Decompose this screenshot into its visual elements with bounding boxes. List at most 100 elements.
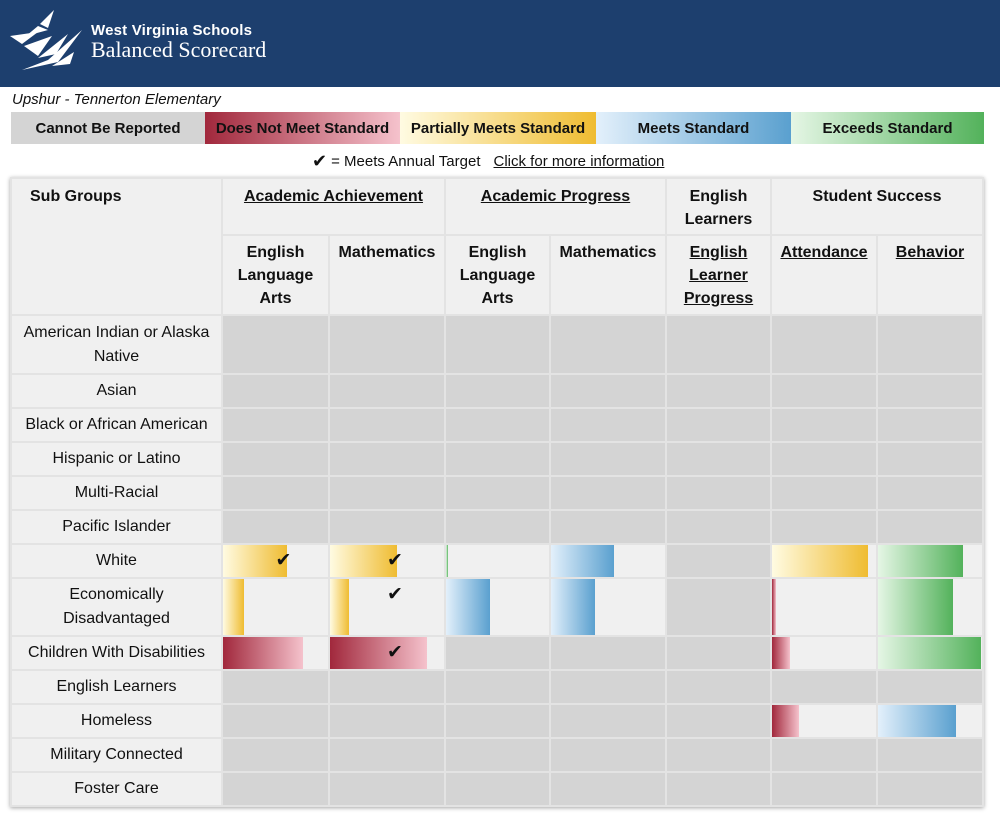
score-bar-pm: [223, 579, 244, 635]
cell-not-reported: [223, 671, 328, 703]
column-header-label[interactable]: Attendance: [780, 244, 868, 261]
column-header-label: Mathematics: [559, 244, 657, 261]
column-header-label[interactable]: Behavior: [895, 244, 965, 261]
score-bar-pm: [330, 545, 397, 577]
cell-not-reported: [446, 409, 549, 441]
subgroup-label: Homeless: [12, 705, 221, 737]
score-cell[interactable]: ✔: [223, 545, 328, 577]
column-header-label[interactable]: English Learner Progress: [683, 244, 754, 307]
cell-not-reported: [446, 773, 549, 805]
subgroup-label: White: [12, 545, 221, 577]
cell-not-reported: [667, 477, 770, 509]
score-cell[interactable]: [878, 705, 982, 737]
target-legend-label: = Meets Annual Target: [331, 153, 481, 170]
brand-line-1: West Virginia Schools: [91, 22, 253, 39]
subgroup-label: English Learners: [12, 671, 221, 703]
subgroup-label-text: Black or African American: [25, 416, 208, 433]
cell-not-reported: [223, 443, 328, 475]
cell-not-reported: [878, 739, 982, 771]
legend-cannot-be-reported: Cannot Be Reported: [11, 112, 205, 144]
subgroup-label-text: White: [96, 552, 137, 569]
brand-line-2: Balanced Scorecard: [91, 37, 267, 62]
score-cell[interactable]: ✔: [330, 637, 444, 669]
score-cell[interactable]: [772, 705, 876, 737]
cell-not-reported: [330, 409, 444, 441]
annual-target-check-icon: ✔: [275, 550, 292, 571]
score-cell[interactable]: ✔: [330, 579, 444, 635]
subgroup-label-text: Pacific Islander: [62, 518, 171, 535]
score-cell[interactable]: [551, 579, 665, 635]
cell-not-reported: [330, 375, 444, 407]
cell-not-reported: [772, 671, 876, 703]
subgroup-label: Children With Disabilities: [12, 637, 221, 669]
cell-not-reported: [667, 705, 770, 737]
subgroup-label: Hispanic or Latino: [12, 443, 221, 475]
column-header-4[interactable]: English Learner Progress: [667, 236, 770, 314]
score-cell[interactable]: [772, 637, 876, 669]
score-cell[interactable]: [223, 637, 328, 669]
subgroups-header-label: Sub Groups: [30, 188, 122, 205]
more-info-link[interactable]: Click for more information: [493, 153, 665, 170]
score-bar-pm: [330, 579, 349, 635]
cell-not-reported: [878, 477, 982, 509]
cell-not-reported: [446, 739, 549, 771]
score-cell[interactable]: [878, 545, 982, 577]
subgroup-label-text: Homeless: [80, 712, 153, 729]
cell-not-reported: [330, 316, 444, 373]
cell-not-reported: [551, 477, 665, 509]
cell-not-reported: [878, 316, 982, 373]
subgroup-label-text: Economically Disadvantaged: [63, 586, 170, 627]
score-cell[interactable]: [772, 545, 876, 577]
subgroup-label-text: American Indian or Alaska Native: [23, 323, 210, 365]
cell-not-reported: [330, 739, 444, 771]
subgroup-label: Pacific Islander: [12, 511, 221, 543]
cell-not-reported: [551, 739, 665, 771]
score-cell[interactable]: [446, 545, 549, 577]
subgroup-label-text: Multi-Racial: [74, 484, 159, 501]
score-cell[interactable]: [878, 579, 982, 635]
group-header-0[interactable]: Academic Achievement: [223, 179, 444, 234]
subgroup-label: Black or African American: [12, 409, 221, 441]
cell-not-reported: [330, 477, 444, 509]
subgroup-label-text: Hispanic or Latino: [52, 450, 181, 467]
legend: Cannot Be Reported Does Not Meet Standar…: [11, 112, 984, 144]
cell-not-reported: [551, 316, 665, 373]
score-cell[interactable]: [551, 545, 665, 577]
cell-not-reported: [667, 671, 770, 703]
subgroup-label-text: Children With Disabilities: [28, 644, 205, 661]
score-bar-es: [878, 579, 953, 635]
cell-not-reported: [446, 705, 549, 737]
group-header-label[interactable]: Academic Achievement: [243, 188, 424, 205]
score-cell[interactable]: [446, 579, 549, 635]
wv-logo-icon: [10, 10, 82, 70]
subgroup-label-text: Foster Care: [74, 780, 159, 797]
cell-not-reported: [223, 739, 328, 771]
cell-not-reported: [446, 637, 549, 669]
score-cell[interactable]: [878, 637, 982, 669]
cell-not-reported: [551, 671, 665, 703]
column-header-label: English Language Arts: [237, 244, 314, 307]
group-header-label[interactable]: Academic Progress: [480, 188, 631, 205]
score-bar-pm: [223, 545, 287, 577]
annual-target-check-icon: ✔: [387, 642, 403, 663]
score-cell[interactable]: [223, 579, 328, 635]
cell-not-reported: [667, 316, 770, 373]
column-header-6[interactable]: Behavior: [878, 236, 982, 314]
subgroup-label: Multi-Racial: [12, 477, 221, 509]
score-cell[interactable]: ✔: [330, 545, 444, 577]
cell-not-reported: [878, 443, 982, 475]
score-bar-dn: [772, 579, 776, 635]
column-header-5[interactable]: Attendance: [772, 236, 876, 314]
cell-not-reported: [667, 409, 770, 441]
cell-not-reported: [446, 443, 549, 475]
cell-not-reported: [551, 375, 665, 407]
cell-not-reported: [551, 511, 665, 543]
cell-not-reported: [223, 705, 328, 737]
group-header-1[interactable]: Academic Progress: [446, 179, 665, 234]
cell-not-reported: [446, 671, 549, 703]
score-cell[interactable]: [772, 579, 876, 635]
cell-not-reported: [551, 637, 665, 669]
cell-not-reported: [772, 375, 876, 407]
cell-not-reported: [878, 375, 982, 407]
cell-not-reported: [667, 773, 770, 805]
